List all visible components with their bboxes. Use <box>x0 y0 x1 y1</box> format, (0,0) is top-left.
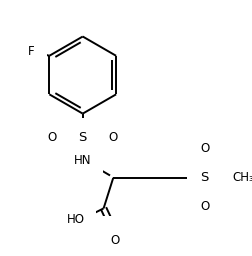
Text: F: F <box>28 45 35 58</box>
Text: O: O <box>110 234 119 247</box>
Text: S: S <box>201 171 209 184</box>
Text: CH₃: CH₃ <box>232 171 252 184</box>
Text: O: O <box>48 131 57 144</box>
Text: HN: HN <box>74 154 91 167</box>
Text: S: S <box>79 131 87 144</box>
Text: O: O <box>109 131 118 144</box>
Text: O: O <box>200 200 209 213</box>
Text: HO: HO <box>67 213 84 226</box>
Text: O: O <box>200 142 209 155</box>
